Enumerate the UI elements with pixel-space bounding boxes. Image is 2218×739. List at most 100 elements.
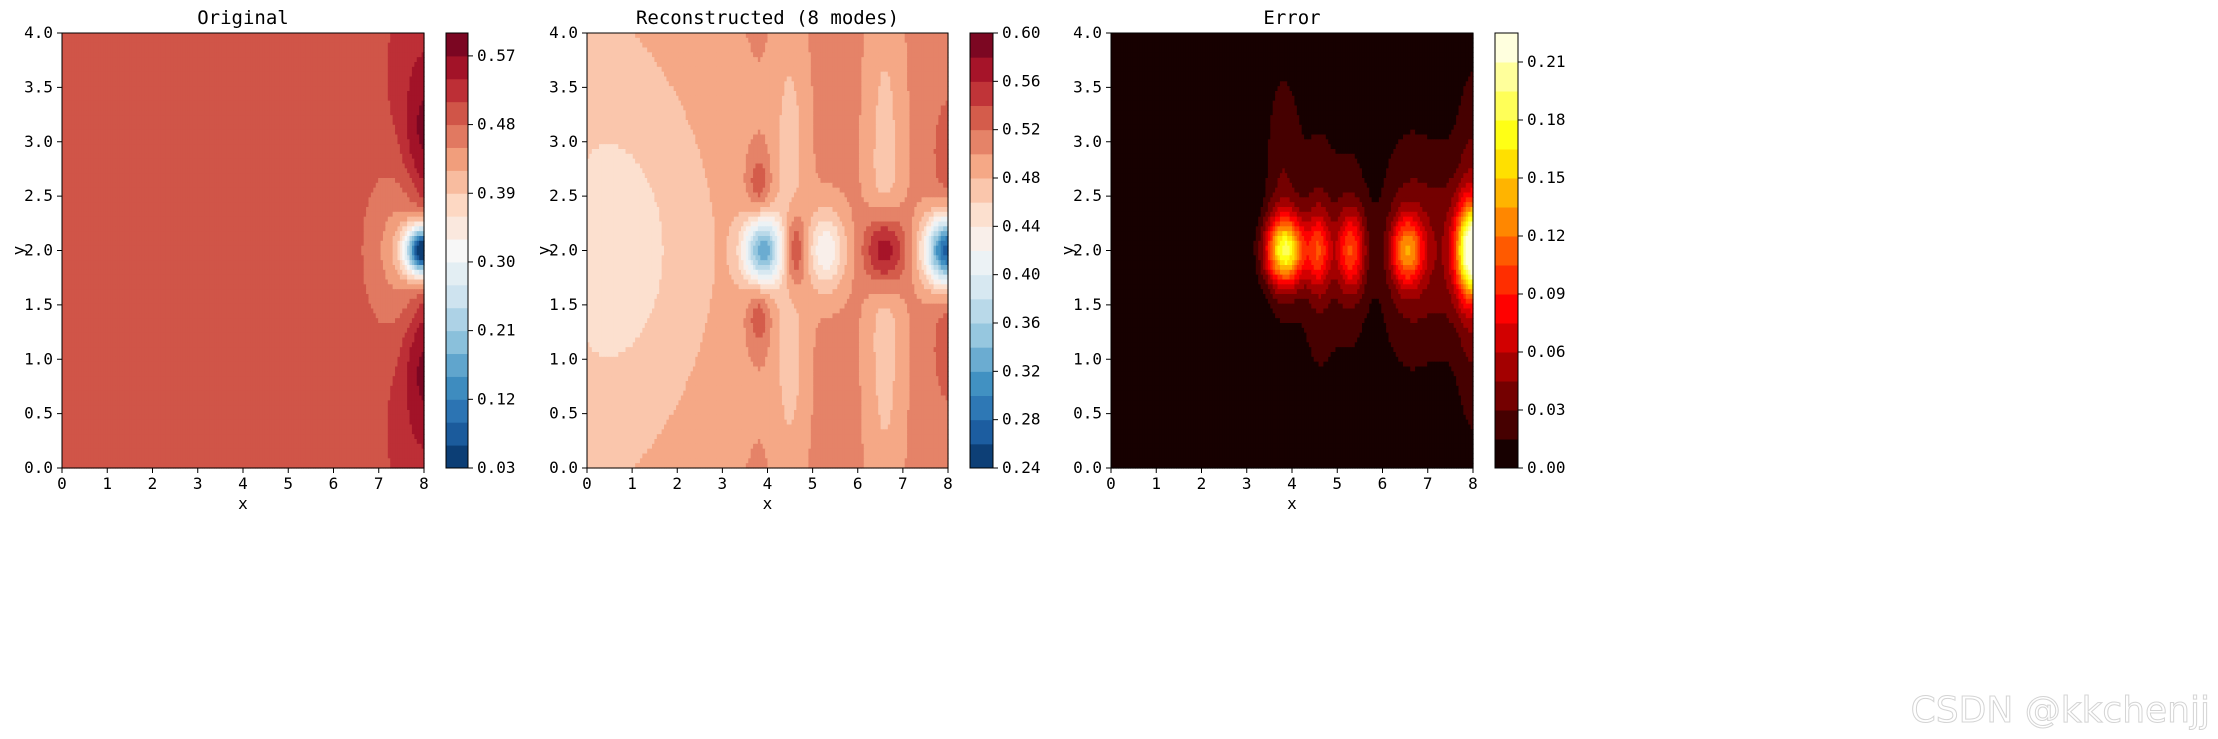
heatmap-grid	[62, 33, 425, 469]
colorbar-tick-label: 0.15	[1527, 168, 1566, 187]
x-tick-label: 8	[419, 474, 429, 493]
colorbar-level	[970, 371, 993, 396]
y-tick-label: 0.5	[24, 404, 53, 423]
y-tick-label: 0.0	[549, 458, 578, 477]
x-tick-label: 7	[1423, 474, 1433, 493]
colorbar-tick-label: 0.09	[1527, 284, 1566, 303]
chart-title: Reconstructed (8 modes)	[636, 7, 899, 29]
colorbar: 0.000.030.060.090.120.150.180.21	[1495, 33, 1566, 477]
colorbar-tick-label: 0.39	[477, 183, 516, 202]
colorbar-level	[1495, 265, 1518, 295]
x-tick-label: 2	[672, 474, 682, 493]
colorbar-level	[446, 376, 468, 399]
x-axis-label: x	[238, 494, 248, 513]
y-tick-label: 1.5	[1073, 295, 1102, 314]
x-tick-label: 1	[1151, 474, 1161, 493]
colorbar-tick-label: 0.48	[477, 115, 516, 134]
y-tick-label: 4.0	[549, 23, 578, 42]
x-tick-label: 0	[57, 474, 67, 493]
colorbar-level	[970, 226, 993, 251]
colorbar-level	[1495, 323, 1518, 353]
colorbar-tick-label: 0.18	[1527, 110, 1566, 129]
colorbar-level	[970, 420, 993, 445]
y-tick-label: 0.0	[24, 458, 53, 477]
colorbar-level	[970, 154, 993, 179]
colorbar-level	[446, 125, 468, 148]
x-tick-label: 2	[148, 474, 158, 493]
x-tick-label: 3	[193, 474, 203, 493]
colorbar-level	[970, 396, 993, 421]
colorbar-level	[446, 239, 468, 262]
colorbar-level	[970, 106, 993, 131]
colorbar-tick-label: 0.12	[1527, 226, 1566, 245]
x-tick-label: 4	[763, 474, 773, 493]
y-tick-label: 1.0	[24, 349, 53, 368]
colorbar: 0.030.120.210.300.390.480.57	[446, 33, 516, 477]
y-tick-label: 1.0	[1073, 349, 1102, 368]
colorbar-level	[970, 444, 993, 469]
x-tick-label: 8	[943, 474, 953, 493]
x-tick-label: 1	[102, 474, 112, 493]
y-axis-label: y	[1058, 245, 1077, 255]
watermark: CSDN @kkchenjj	[1911, 690, 2210, 731]
x-tick-label: 4	[1287, 474, 1297, 493]
colorbar-level	[970, 202, 993, 227]
colorbar-level	[446, 331, 468, 354]
y-tick-label: 3.5	[1073, 77, 1102, 96]
colorbar-level	[1495, 149, 1518, 179]
x-tick-label: 7	[374, 474, 384, 493]
colorbar-level	[446, 308, 468, 331]
colorbar-level	[446, 422, 468, 445]
y-tick-label: 3.0	[549, 132, 578, 151]
colorbar-tick-label: 0.36	[1002, 313, 1041, 332]
y-tick-label: 2.0	[24, 241, 53, 260]
x-tick-label: 7	[898, 474, 908, 493]
colorbar-level	[446, 354, 468, 377]
colorbar-level	[446, 170, 468, 193]
colorbar-level	[1495, 207, 1518, 237]
y-tick-label: 0.5	[1073, 404, 1102, 423]
colorbar-level	[1495, 62, 1518, 92]
colorbar-level	[970, 251, 993, 276]
colorbar-level	[1495, 91, 1518, 121]
y-tick-label: 2.5	[24, 186, 53, 205]
y-tick-label: 4.0	[1073, 23, 1102, 42]
x-tick-label: 5	[283, 474, 293, 493]
y-tick-label: 2.5	[1073, 186, 1102, 205]
colorbar-tick-label: 0.24	[1002, 458, 1041, 477]
colorbar-level	[970, 323, 993, 348]
colorbar-level	[970, 57, 993, 82]
colorbar-level	[970, 33, 993, 58]
y-tick-label: 0.5	[549, 404, 578, 423]
colorbar-level	[446, 285, 468, 308]
colorbar-level	[1495, 236, 1518, 266]
x-tick-label: 6	[853, 474, 863, 493]
x-tick-label: 2	[1197, 474, 1207, 493]
colorbar-level	[446, 216, 468, 239]
y-axis-label: y	[534, 245, 553, 255]
x-tick-label: 0	[582, 474, 592, 493]
colorbar-level	[446, 33, 468, 56]
y-tick-label: 1.5	[549, 295, 578, 314]
x-tick-label: 8	[1468, 474, 1478, 493]
colorbar-tick-label: 0.32	[1002, 361, 1041, 380]
x-tick-label: 3	[718, 474, 728, 493]
colorbar-tick-label: 0.12	[477, 389, 516, 408]
x-tick-label: 3	[1242, 474, 1252, 493]
colorbar-tick-label: 0.57	[477, 46, 516, 65]
chart-title: Error	[1263, 7, 1320, 29]
colorbar: 0.240.280.320.360.400.440.480.520.560.60	[970, 23, 1041, 477]
x-axis-label: x	[1287, 494, 1297, 513]
x-axis-label: x	[763, 494, 773, 513]
y-tick-label: 4.0	[24, 23, 53, 42]
colorbar-tick-label: 0.28	[1002, 410, 1041, 429]
x-tick-label: 0	[1106, 474, 1116, 493]
y-tick-label: 2.5	[549, 186, 578, 205]
colorbar-level	[970, 347, 993, 372]
colorbar-tick-label: 0.03	[1527, 400, 1566, 419]
colorbar-level	[446, 445, 468, 468]
